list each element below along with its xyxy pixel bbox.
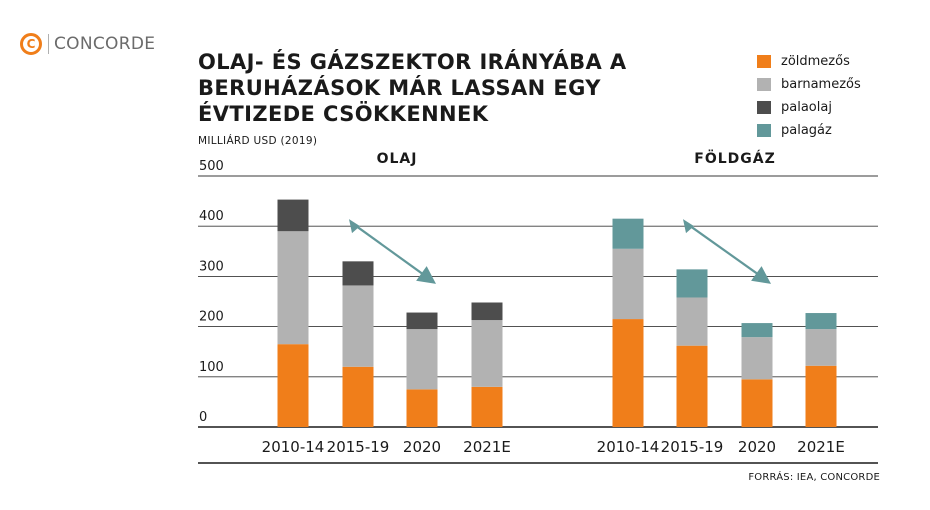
legend-item-palaolaj: palaolaj xyxy=(757,96,861,119)
y-tick-label: 500 xyxy=(199,159,224,174)
category-label: 2021E xyxy=(797,438,845,456)
concorde-logo-icon: C xyxy=(20,33,42,55)
chart-legend: zöldmezős barnamezős palaolaj palagáz xyxy=(757,50,861,142)
bar-segment xyxy=(406,389,438,427)
trend-arrow-tail xyxy=(683,219,694,234)
bar-segment xyxy=(741,337,773,380)
bar-segment xyxy=(342,261,374,286)
y-tick-label: 400 xyxy=(199,209,224,224)
category-label: 2020 xyxy=(403,438,441,456)
legend-label: barnamezős xyxy=(781,77,861,92)
brand-logo: C CONCORDE xyxy=(20,33,155,55)
bar-segment xyxy=(741,323,773,338)
category-label: 2015-19 xyxy=(661,438,724,456)
bar-segment xyxy=(406,312,438,330)
legend-swatch xyxy=(757,78,771,91)
bar-segment xyxy=(342,366,374,427)
trend-arrow-head xyxy=(416,266,436,284)
category-label: 2010-14 xyxy=(597,438,660,456)
y-tick-label: 0 xyxy=(199,410,207,425)
bar-segment xyxy=(676,345,708,427)
bar-segment xyxy=(676,269,708,298)
bar-segment xyxy=(612,218,644,249)
bar-segment xyxy=(471,320,503,387)
y-tick-label: 100 xyxy=(199,360,224,375)
category-label: 2021E xyxy=(463,438,511,456)
chart-subtitle: MILLIÁRD USD (2019) xyxy=(198,135,318,147)
bar-segment xyxy=(805,329,837,366)
bar-segment xyxy=(406,329,438,390)
trend-arrow-head xyxy=(751,266,771,284)
bar-segment xyxy=(471,302,503,321)
y-tick-label: 200 xyxy=(199,310,224,325)
bar-segment xyxy=(805,313,837,330)
bar-segment xyxy=(612,248,644,320)
bar-segment xyxy=(471,386,503,427)
source-note: FORRÁS: IEA, CONCORDE xyxy=(748,472,880,483)
bar-segment xyxy=(277,231,309,345)
legend-item-zoldmezos: zöldmezős xyxy=(757,50,861,73)
group-label: OLAJ xyxy=(377,151,418,167)
chart-title: OLAJ- ÉS GÁZSZEKTOR IRÁNYÁBA A BERUHÁZÁS… xyxy=(198,50,627,126)
bar-segment xyxy=(741,379,773,427)
legend-swatch xyxy=(757,124,771,137)
bar-segment xyxy=(277,344,309,427)
legend-label: palagáz xyxy=(781,123,832,138)
bar-segment xyxy=(805,365,837,427)
trend-arrow-tail xyxy=(349,219,360,234)
category-label: 2020 xyxy=(738,438,776,456)
bar-segment xyxy=(342,285,374,367)
category-label: 2015-19 xyxy=(327,438,390,456)
category-label: 2010-14 xyxy=(262,438,325,456)
legend-item-barnamezos: barnamezős xyxy=(757,73,861,96)
legend-label: zöldmezős xyxy=(781,54,850,69)
legend-label: palaolaj xyxy=(781,100,832,115)
brand-name: CONCORDE xyxy=(54,34,156,54)
trend-arrow-line xyxy=(688,224,760,276)
bar-segment xyxy=(612,319,644,427)
legend-swatch xyxy=(757,55,771,68)
trend-arrow-line xyxy=(354,224,425,276)
legend-swatch xyxy=(757,101,771,114)
legend-item-palagaz: palagáz xyxy=(757,119,861,142)
bar-segment xyxy=(676,297,708,346)
bar-segment xyxy=(277,199,309,232)
group-label: FÖLDGÁZ xyxy=(694,149,775,167)
y-tick-label: 300 xyxy=(199,259,224,274)
logo-divider xyxy=(48,34,49,54)
